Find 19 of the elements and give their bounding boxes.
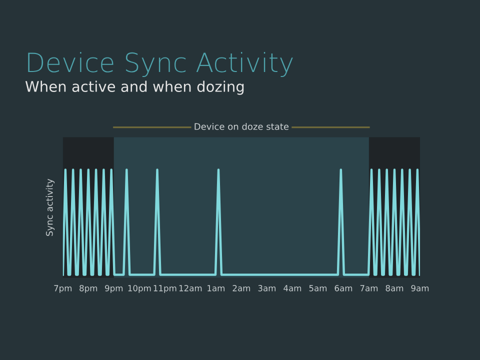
- chart-subtitle: When active and when dozing: [25, 80, 244, 95]
- x-tick-label: 3am: [258, 285, 276, 292]
- x-tick-label: 7am: [360, 285, 378, 292]
- x-tick-label: 1am: [208, 285, 224, 292]
- y-axis-title: Sync activity: [46, 178, 55, 236]
- x-tick-label: 9pm: [105, 285, 123, 293]
- x-tick-label: 2am: [232, 285, 250, 292]
- x-tick-label: 5am: [309, 285, 327, 292]
- x-tick-label: 6am: [334, 285, 352, 292]
- x-tick-label: 7pm: [54, 285, 72, 293]
- x-tick-label: 8pm: [80, 285, 98, 293]
- x-tick-label: 4am: [284, 285, 302, 292]
- x-tick-label: 12am: [179, 285, 202, 292]
- chart-title: Device Sync Activity: [28, 52, 293, 77]
- x-tick-label: 11pm: [154, 285, 176, 293]
- x-tick-label: 10pm: [128, 285, 151, 293]
- x-tick-label: 8am: [386, 285, 404, 292]
- band-label: Device on doze state: [194, 122, 289, 130]
- x-tick-label: 9am: [411, 285, 429, 292]
